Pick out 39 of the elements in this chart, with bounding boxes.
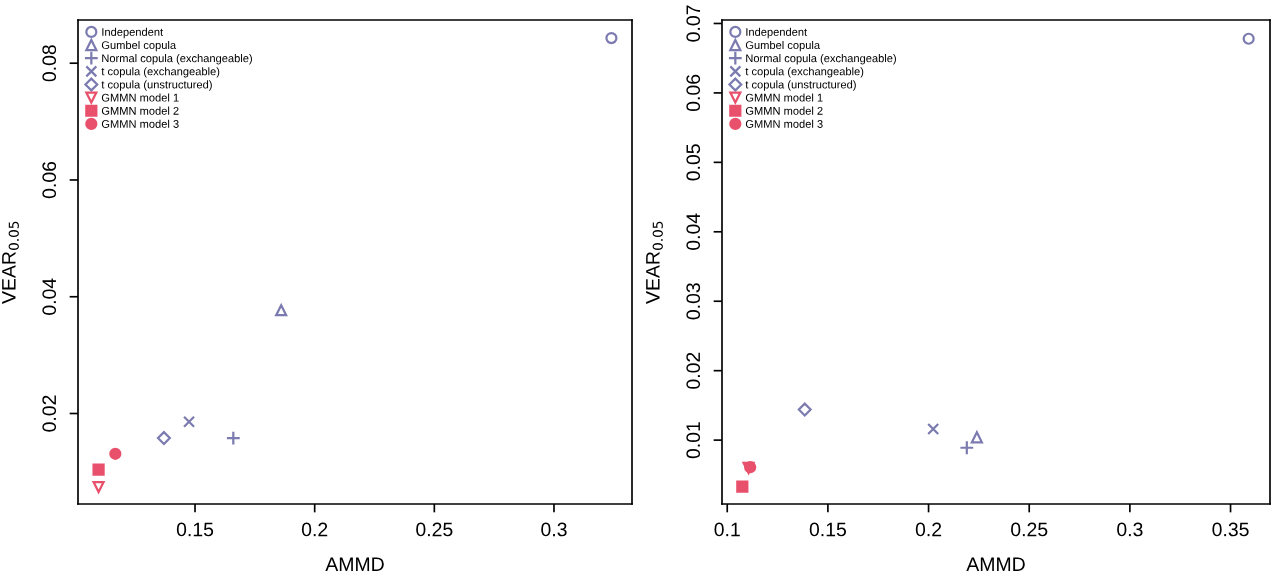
y-tick-label: 0.07 [686, 5, 701, 42]
x-tick-label: 0.15 [176, 522, 214, 537]
y-tick-label: 0.02 [42, 395, 57, 432]
x-tick-label: 0.1 [714, 522, 740, 537]
point [109, 447, 122, 460]
y-tick-label: 0.04 [42, 278, 57, 315]
point [92, 463, 105, 476]
point [927, 422, 940, 436]
point [970, 431, 983, 444]
point [225, 430, 241, 446]
x-tick-label: 0.35 [1212, 522, 1249, 537]
point [156, 431, 171, 446]
y-tick-label: 0.01 [686, 422, 701, 459]
x-tick-label: 0.25 [416, 522, 453, 537]
y-tick-label: 0.06 [42, 161, 57, 199]
y-axis-title: VEAR$_{0.05}$ [646, 221, 663, 304]
y-tick-label: 0.05 [686, 144, 701, 181]
point [1242, 32, 1255, 45]
y-tick-label: 0.06 [686, 74, 701, 112]
x-tick-label: 0.3 [1117, 522, 1143, 537]
x-tick-label: 0.2 [301, 522, 328, 537]
point [605, 31, 618, 45]
point [736, 480, 749, 493]
y-axis-title: VEAR$_{0.05}$ [2, 221, 19, 304]
x-tick-label: 0.25 [1011, 522, 1048, 537]
y-tick-label: 0.04 [686, 213, 701, 250]
x-tick-label: 0.2 [915, 522, 942, 537]
y-tick-label: 0.03 [686, 283, 701, 320]
x-tick-label: 0.15 [809, 522, 846, 537]
x-axis-title: AMMD [325, 557, 384, 571]
x-axis-title: AMMD [966, 557, 1025, 571]
y-tick-label: 0.02 [686, 352, 701, 389]
y-tick-label: 0.08 [42, 45, 57, 82]
point [92, 480, 105, 494]
point [182, 415, 196, 428]
point [275, 304, 288, 317]
point [959, 440, 975, 456]
point [797, 402, 812, 417]
x-tick-label: 0.3 [541, 522, 567, 537]
